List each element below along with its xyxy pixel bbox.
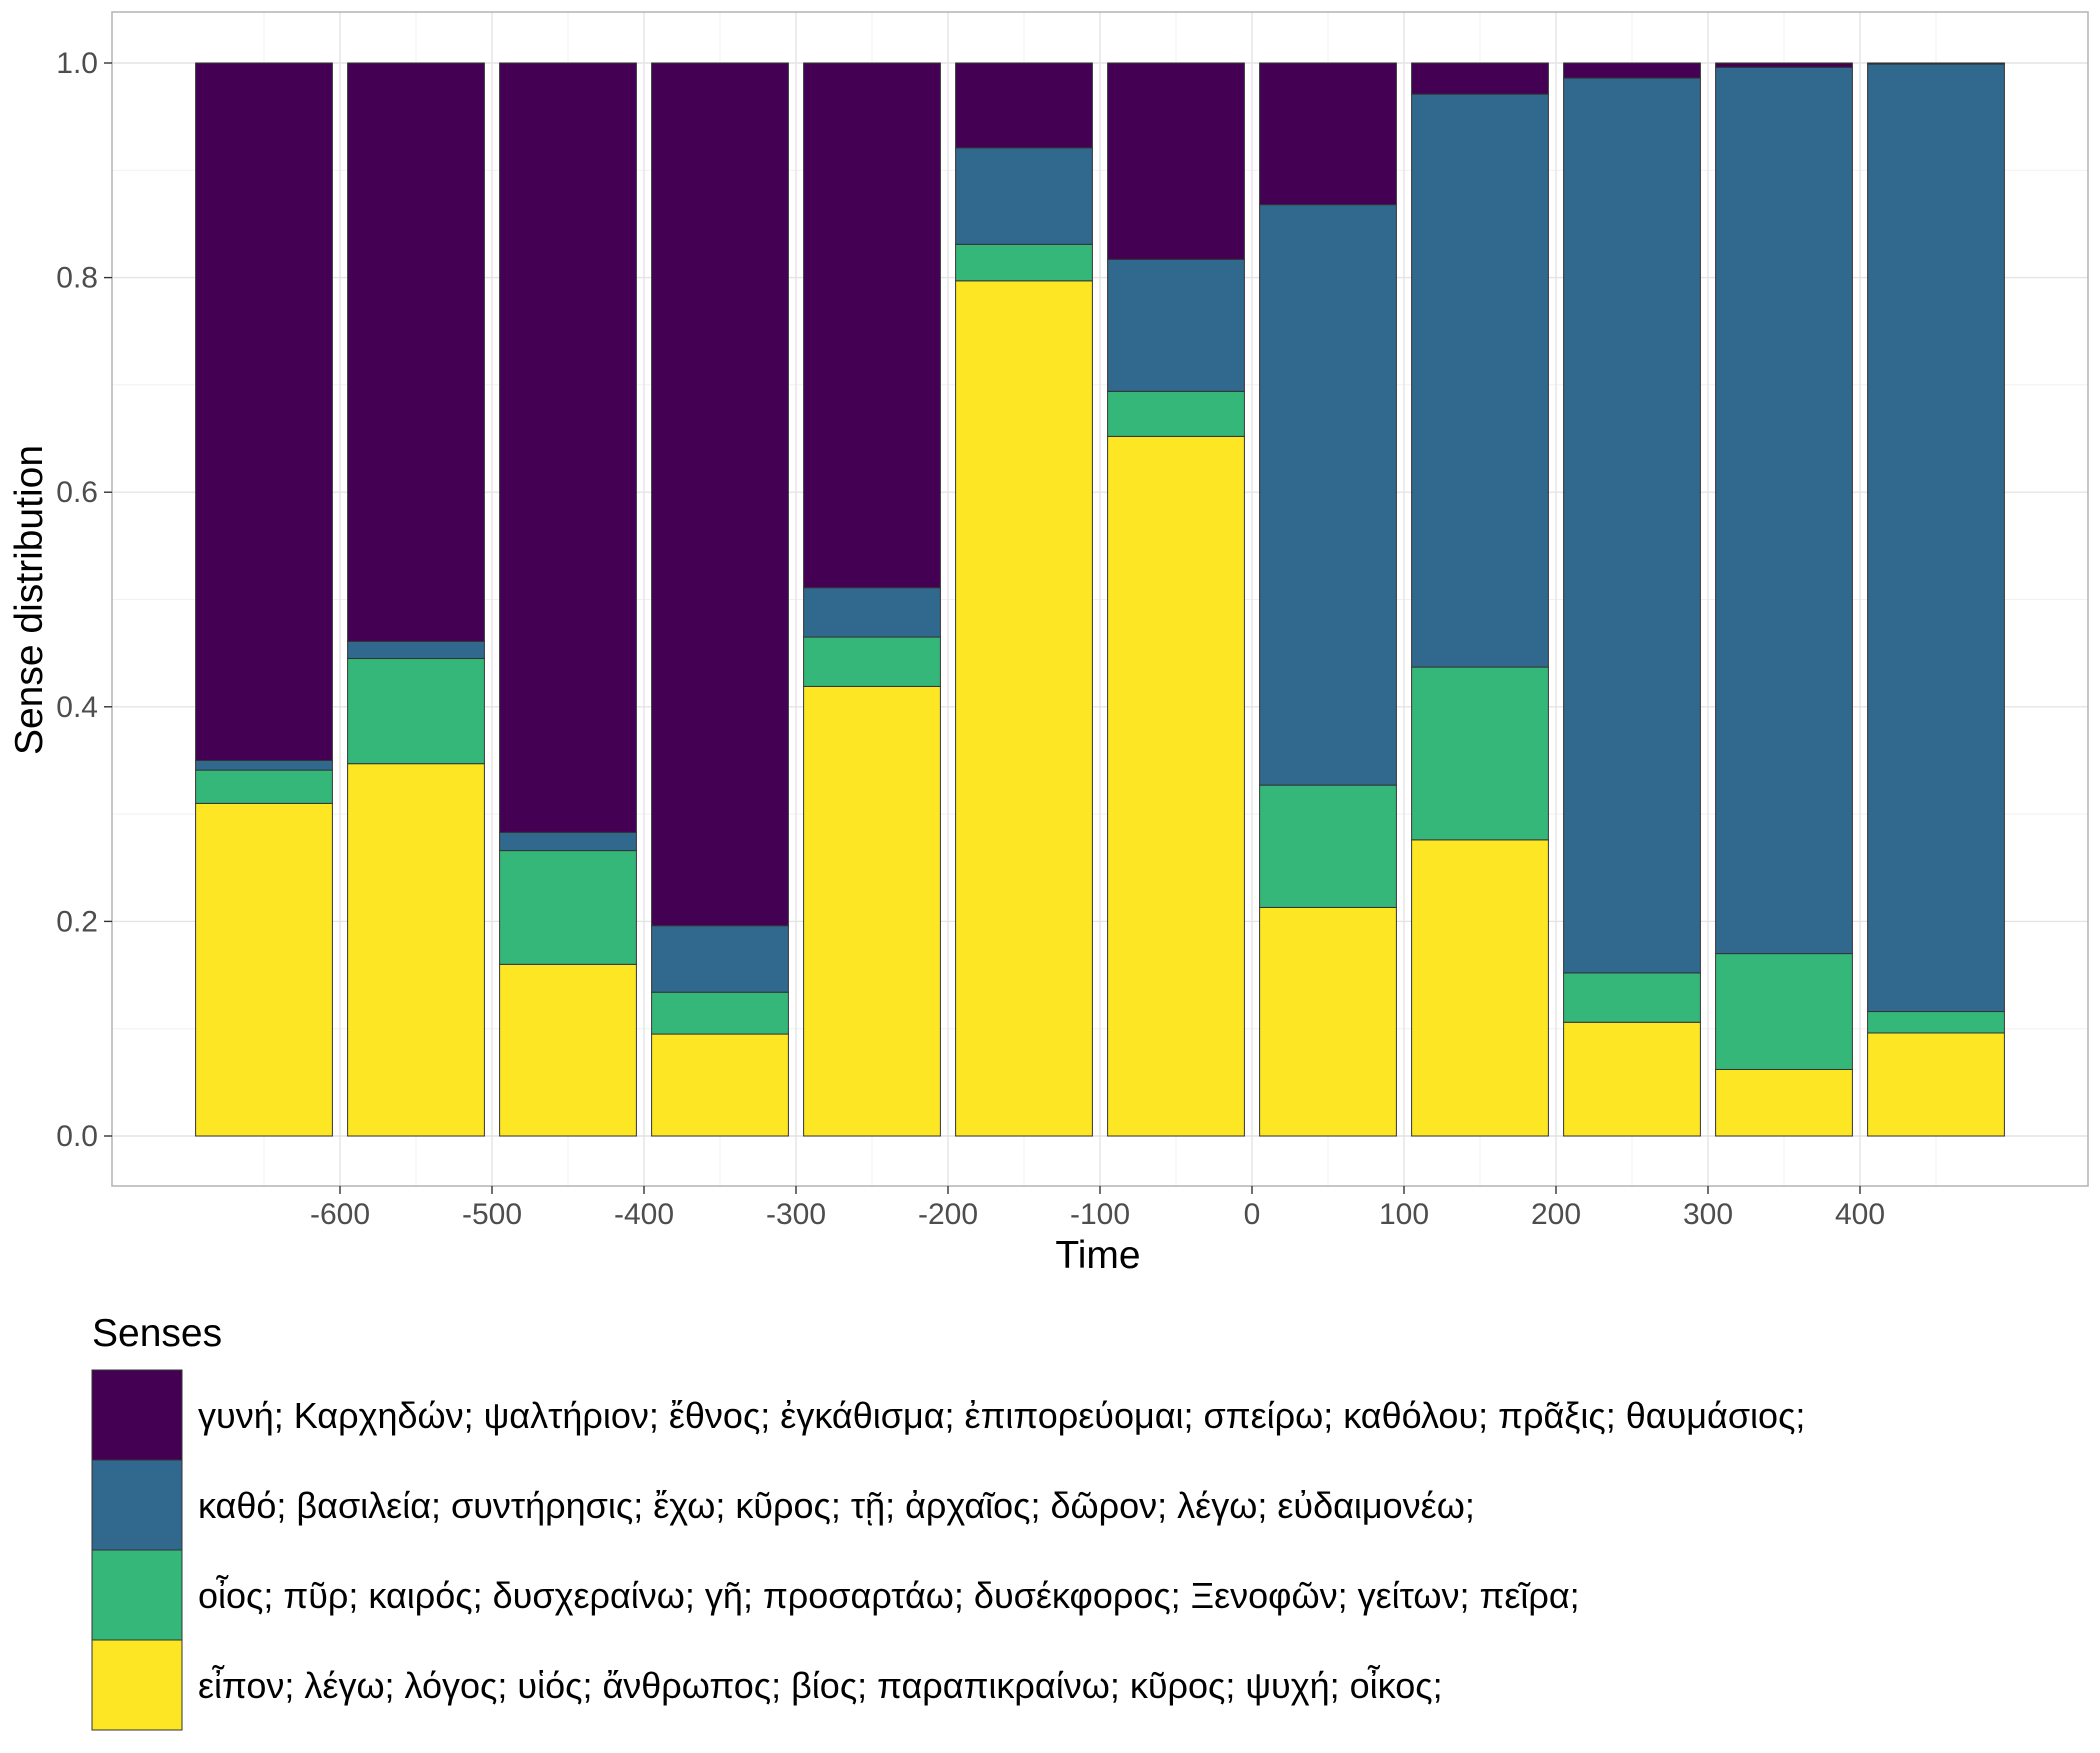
bar-segment [803,685,941,1137]
bar-segment [955,62,1093,149]
bar-segment [1107,390,1245,437]
bar-segment [803,62,941,589]
bar-segment [803,636,941,687]
bar-segment [1107,62,1245,260]
bar-segment [1259,906,1397,1137]
x-tick-label: 0 [1244,1198,1261,1231]
legend-key [91,1639,183,1731]
x-tick-label: 400 [1835,1198,1885,1231]
bar-segment [1715,62,1853,68]
bar-segment [499,62,637,833]
bar-segment [347,658,485,765]
x-axis-title: Time [1055,1234,1140,1277]
bar-segment [195,769,333,804]
y-tick-label: 0.6 [56,476,98,509]
bar-segment [955,147,1093,245]
bar-segment [347,62,485,642]
bar-segment [1563,62,1701,79]
bar-segment [1715,66,1853,955]
bar-segment [955,243,1093,282]
y-tick-label: 0.2 [56,905,98,938]
legend-label: καθό; βασιλεία; συντήρησις; ἔχω; κῦρος; … [198,1485,1475,1526]
bar-segment [347,640,485,660]
y-axis-title: Sense distribution [8,445,51,755]
x-tick-label: 100 [1379,1198,1429,1231]
x-tick-label: -100 [1070,1198,1130,1231]
bar-segment [499,831,637,852]
bar-segment [1411,666,1549,841]
x-tick-label: -500 [462,1198,522,1231]
bar-segment [347,763,485,1137]
x-tick-label: -300 [766,1198,826,1231]
x-tick-label: 200 [1531,1198,1581,1231]
bar-segment [1867,62,2005,65]
bar-segment [499,850,637,965]
legend-key [91,1549,183,1641]
bar-segment [651,1033,789,1137]
bar-segment [1259,62,1397,206]
bar-segment [195,802,333,1137]
legend-label: γυνή; Καρχηδών; ψαλτήριον; ἔθνος; ἐγκάθι… [198,1395,1805,1436]
bar-segment [1259,204,1397,786]
y-tick-label: 1.0 [56,47,98,80]
bar-segment [499,963,637,1137]
bar-segment [1867,1032,2005,1137]
legend-title: Senses [92,1312,222,1355]
bar-segment [1107,258,1245,392]
legend-label: εἶπον; λέγω; λόγος; υἱός; ἄνθρωπος; βίος… [198,1664,1443,1706]
bar-segment [803,587,941,638]
bar-segment [1411,839,1549,1137]
y-tick-label: 0.8 [56,262,98,295]
legend-key [91,1459,183,1551]
bar-segment [1563,77,1701,974]
y-tick-label: 0.4 [56,691,98,724]
bar-segment [195,759,333,771]
x-tick-label: -600 [310,1198,370,1231]
bar-segment [195,62,333,761]
bar-segment [1867,1011,2005,1034]
bars [195,62,2005,1137]
bar-segment [1867,63,2005,1013]
bar-segment [651,62,789,927]
bar-segment [1715,953,1853,1070]
bar-segment [1411,62,1549,95]
bar-segment [651,991,789,1035]
legend: γυνή; Καρχηδών; ψαλτήριον; ἔθνος; ἐγκάθι… [91,1369,1805,1731]
x-tick-label: -200 [918,1198,978,1231]
bar-segment [1563,972,1701,1023]
bar-segment [1715,1068,1853,1137]
legend-label: οἶος; πῦρ; καιρός; δυσχεραίνω; γῆ; προσα… [198,1574,1580,1616]
bar-segment [651,925,789,993]
bar-segment [1107,435,1245,1137]
bar-segment [955,280,1093,1137]
x-tick-label: 300 [1683,1198,1733,1231]
bar-segment [1411,93,1549,668]
y-tick-label: 0.0 [56,1120,98,1153]
legend-key [91,1369,183,1461]
bar-segment [1563,1021,1701,1137]
bar-segment [1259,784,1397,908]
axes: 0.0 0.2 0.4 0.6 0.8 1.0 -600 -500 -400 -300 -200 -1… [56,47,1885,1231]
x-tick-label: -400 [614,1198,674,1231]
